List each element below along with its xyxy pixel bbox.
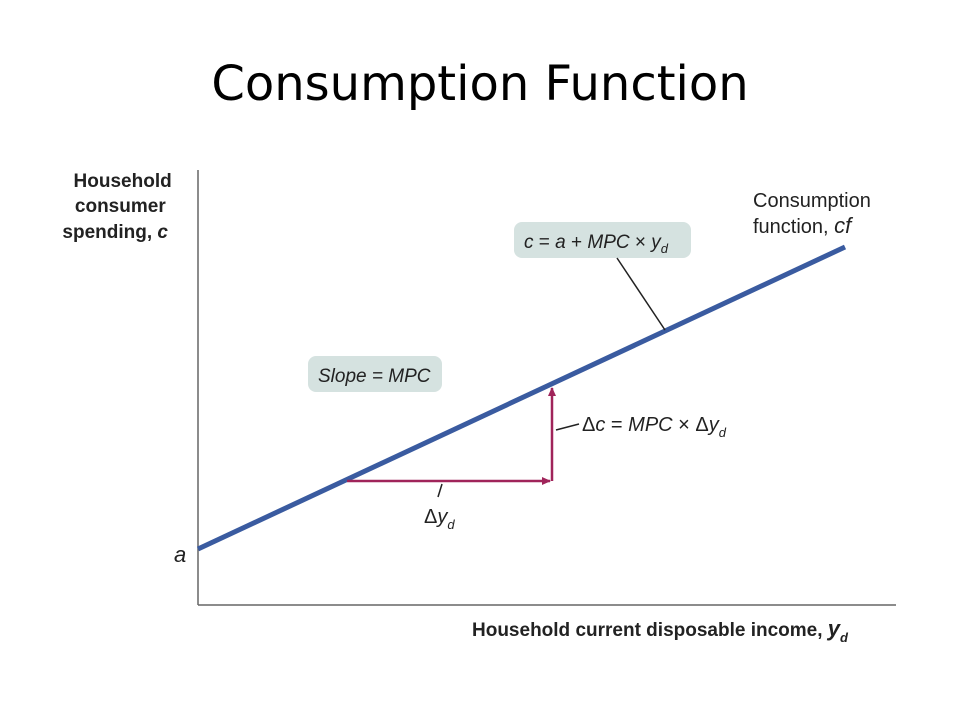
y-axis-label-line3: spending, c <box>62 222 168 243</box>
equation-box <box>514 222 691 258</box>
delta-y-leader-line <box>437 483 443 498</box>
slope-label: Slope = MPC <box>318 366 431 387</box>
consumption-function-label: Consumption function, cf <box>753 190 876 238</box>
equation-leader-line <box>616 257 666 331</box>
delta-c-leader-line <box>555 423 580 431</box>
slope-box <box>308 356 442 392</box>
x-axis-label: Household current disposable income, yd <box>472 616 849 645</box>
delta-y-label: Δyd <box>424 506 455 532</box>
y-axis-label-line2: consumer <box>75 196 166 217</box>
page-title: Consumption Function <box>211 56 749 112</box>
y-axis-label-line1: Household <box>74 171 172 192</box>
delta-c-label: Δc = MPC × Δyd <box>582 414 727 440</box>
consumption-function-line <box>196 244 847 552</box>
equation-label: c = a + MPC × yd <box>524 232 669 256</box>
y-axis-label: Household consumer spending, c <box>62 171 177 243</box>
intercept-label: a <box>174 542 186 567</box>
